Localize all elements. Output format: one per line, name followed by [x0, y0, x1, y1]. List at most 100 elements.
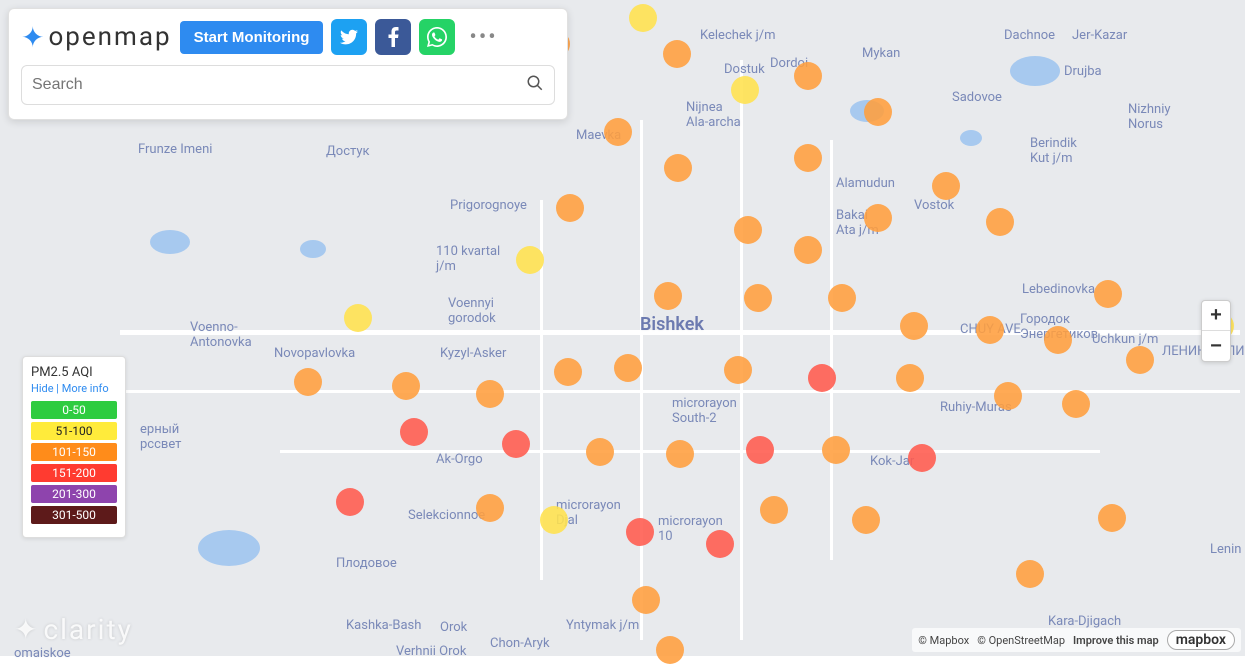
sensor-dot[interactable]: [908, 444, 936, 472]
map-label: Dostuk: [724, 62, 765, 77]
sensor-dot[interactable]: [794, 144, 822, 172]
sensor-dot[interactable]: [654, 282, 682, 310]
sensor-dot[interactable]: [724, 356, 752, 384]
sensor-dot[interactable]: [706, 530, 734, 558]
sensor-dot[interactable]: [540, 506, 568, 534]
map-label: Mykan: [862, 46, 900, 61]
sensor-dot[interactable]: [734, 216, 762, 244]
sensor-dot[interactable]: [1126, 346, 1154, 374]
sensor-dot[interactable]: [986, 208, 1014, 236]
sensor-dot[interactable]: [629, 4, 657, 32]
sensor-dot[interactable]: [760, 496, 788, 524]
legend-row: 101-150: [31, 443, 117, 461]
sensor-dot[interactable]: [1062, 390, 1090, 418]
sensor-dot[interactable]: [976, 316, 1004, 344]
sensor-dot[interactable]: [932, 172, 960, 200]
map-label: Prigorognoye: [450, 198, 527, 213]
sensor-dot[interactable]: [1044, 326, 1072, 354]
sensor-dot[interactable]: [294, 368, 322, 396]
sensor-dot[interactable]: [794, 62, 822, 90]
legend-row: 301-500: [31, 506, 117, 524]
aqi-legend: PM2.5 AQI Hide | More info 0-5051-100101…: [22, 356, 126, 538]
map-label: Vostok: [914, 198, 954, 213]
map-label: Drujba: [1064, 64, 1102, 79]
sensor-dot[interactable]: [632, 586, 660, 614]
attr-osm[interactable]: © OpenStreetMap: [977, 634, 1065, 647]
map-label: Kyzyl-Asker: [440, 346, 506, 361]
map-label: 110 kvartalj/m: [436, 244, 500, 274]
zoom-in-button[interactable]: +: [1202, 301, 1230, 331]
sensor-dot[interactable]: [604, 118, 632, 146]
sensor-dot[interactable]: [994, 382, 1022, 410]
map-label: Yntymak j/m: [566, 618, 639, 633]
map-label: Kashka-Bash: [346, 618, 421, 633]
sensor-dot[interactable]: [744, 284, 772, 312]
sensor-dot[interactable]: [556, 194, 584, 222]
map-label: Ak-Orgo: [436, 452, 483, 467]
sensor-dot[interactable]: [1098, 504, 1126, 532]
map-label: Kelechek j/m: [700, 28, 776, 43]
map-label: Voenno-Antonovka: [190, 320, 252, 350]
mapbox-logo[interactable]: mapbox: [1167, 630, 1235, 650]
search-box[interactable]: [21, 65, 555, 105]
sensor-dot[interactable]: [336, 488, 364, 516]
attr-improve[interactable]: Improve this map: [1073, 634, 1159, 647]
sensor-dot[interactable]: [808, 364, 836, 392]
facebook-icon[interactable]: [375, 19, 411, 55]
sensor-dot[interactable]: [656, 636, 684, 664]
legend-hide-link[interactable]: Hide: [31, 382, 54, 395]
sensor-dot[interactable]: [666, 440, 694, 468]
logo-text: openmap: [48, 22, 171, 52]
sensor-dot[interactable]: [626, 518, 654, 546]
sensor-dot[interactable]: [663, 40, 691, 68]
whatsapp-icon[interactable]: [419, 19, 455, 55]
sensor-dot[interactable]: [502, 430, 530, 458]
sensor-dot[interactable]: [731, 76, 759, 104]
search-input[interactable]: [32, 76, 526, 94]
sensor-dot[interactable]: [864, 204, 892, 232]
sensor-dot[interactable]: [852, 506, 880, 534]
map-label: ерныйрссвет: [140, 422, 181, 452]
sensor-dot[interactable]: [1016, 560, 1044, 588]
zoom-out-button[interactable]: −: [1202, 331, 1230, 361]
map-label: Novopavlovka: [274, 346, 355, 361]
sensor-dot[interactable]: [828, 284, 856, 312]
control-panel: ✦openmap Start Monitoring •••: [8, 8, 568, 120]
sensor-dot[interactable]: [392, 372, 420, 400]
sensor-dot[interactable]: [822, 436, 850, 464]
sensor-dot[interactable]: [864, 98, 892, 126]
sensor-dot[interactable]: [664, 154, 692, 182]
more-icon[interactable]: •••: [463, 25, 503, 50]
sensor-dot[interactable]: [614, 354, 642, 382]
search-icon: [526, 74, 544, 96]
map-label: Verhnii Orok: [396, 644, 466, 659]
legend-more-link[interactable]: More info: [62, 382, 109, 395]
sensor-dot[interactable]: [896, 364, 924, 392]
legend-row: 51-100: [31, 422, 117, 440]
map-label: Chon-Aryk: [490, 636, 550, 651]
twitter-icon[interactable]: [331, 19, 367, 55]
sensor-dot[interactable]: [586, 438, 614, 466]
legend-title: PM2.5 AQI: [31, 365, 117, 380]
sensor-dot[interactable]: [516, 246, 544, 274]
sensor-dot[interactable]: [400, 418, 428, 446]
clarity-logo: ✦clarity: [14, 613, 133, 646]
start-monitoring-button[interactable]: Start Monitoring: [180, 21, 324, 54]
map-label: Jer-Kazar: [1072, 28, 1127, 43]
sensor-dot[interactable]: [476, 380, 504, 408]
sensor-dot[interactable]: [900, 312, 928, 340]
sensor-dot[interactable]: [344, 304, 372, 332]
map-label: Voennyigorodok: [448, 296, 496, 326]
sensor-dot[interactable]: [794, 236, 822, 264]
sensor-dot[interactable]: [746, 436, 774, 464]
sensor-dot[interactable]: [1094, 280, 1122, 308]
map-label: Lenin: [1210, 542, 1241, 557]
legend-row: 0-50: [31, 401, 117, 419]
sensor-dot[interactable]: [554, 358, 582, 386]
map-label: Dachnoe: [1004, 28, 1055, 43]
logo: ✦openmap: [21, 21, 172, 54]
zoom-control: + −: [1201, 300, 1231, 362]
attr-mapbox[interactable]: © Mapbox: [918, 634, 969, 647]
map-attribution: © Mapbox © OpenStreetMap Improve this ma…: [912, 628, 1241, 652]
sensor-dot[interactable]: [476, 494, 504, 522]
